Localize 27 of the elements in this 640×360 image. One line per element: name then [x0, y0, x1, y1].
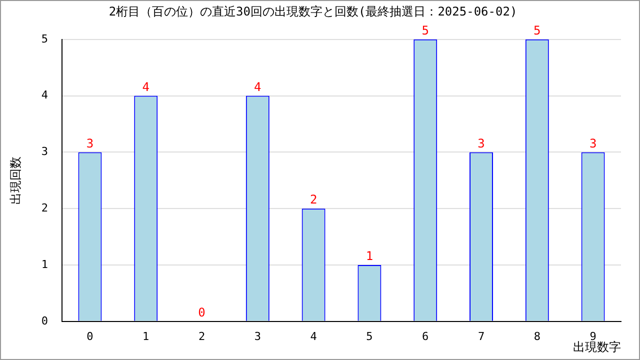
x-tick-label: 8 — [534, 330, 540, 343]
x-tick-label: 4 — [310, 330, 318, 343]
x-tick-label: 5 — [366, 330, 373, 343]
data-label: 2 — [310, 192, 318, 207]
data-label: 0 — [198, 306, 206, 320]
y-tick-label: 3 — [41, 145, 48, 158]
x-tick-label: 1 — [142, 330, 150, 343]
data-label: 5 — [422, 24, 429, 38]
data-label: 1 — [366, 249, 374, 264]
data-label: 3 — [589, 136, 597, 150]
y-tick-label: 1 — [41, 258, 48, 271]
x-tick-label: 2 — [198, 330, 206, 343]
x-tick-label: 6 — [422, 330, 429, 343]
data-label: 5 — [534, 24, 541, 38]
data-label: 3 — [86, 136, 94, 150]
data-label: 4 — [142, 80, 150, 94]
y-tick-label: 4 — [41, 88, 48, 102]
y-tick-label: 2 — [41, 201, 48, 214]
data-label: 3 — [478, 136, 485, 150]
y-tick-label: 5 — [41, 32, 48, 46]
x-tick-label: 3 — [254, 330, 261, 343]
data-label: 4 — [254, 80, 262, 94]
y-axis-title: 出現回数 — [8, 156, 22, 204]
chart-title: 2桁目（百の位）の直近30回の出現数字と回数(最終抽選日：2025-06-02) — [108, 4, 518, 18]
x-tick-label: 7 — [478, 330, 485, 343]
y-tick-label: 0 — [41, 314, 48, 328]
x-tick-label: 0 — [86, 330, 94, 343]
